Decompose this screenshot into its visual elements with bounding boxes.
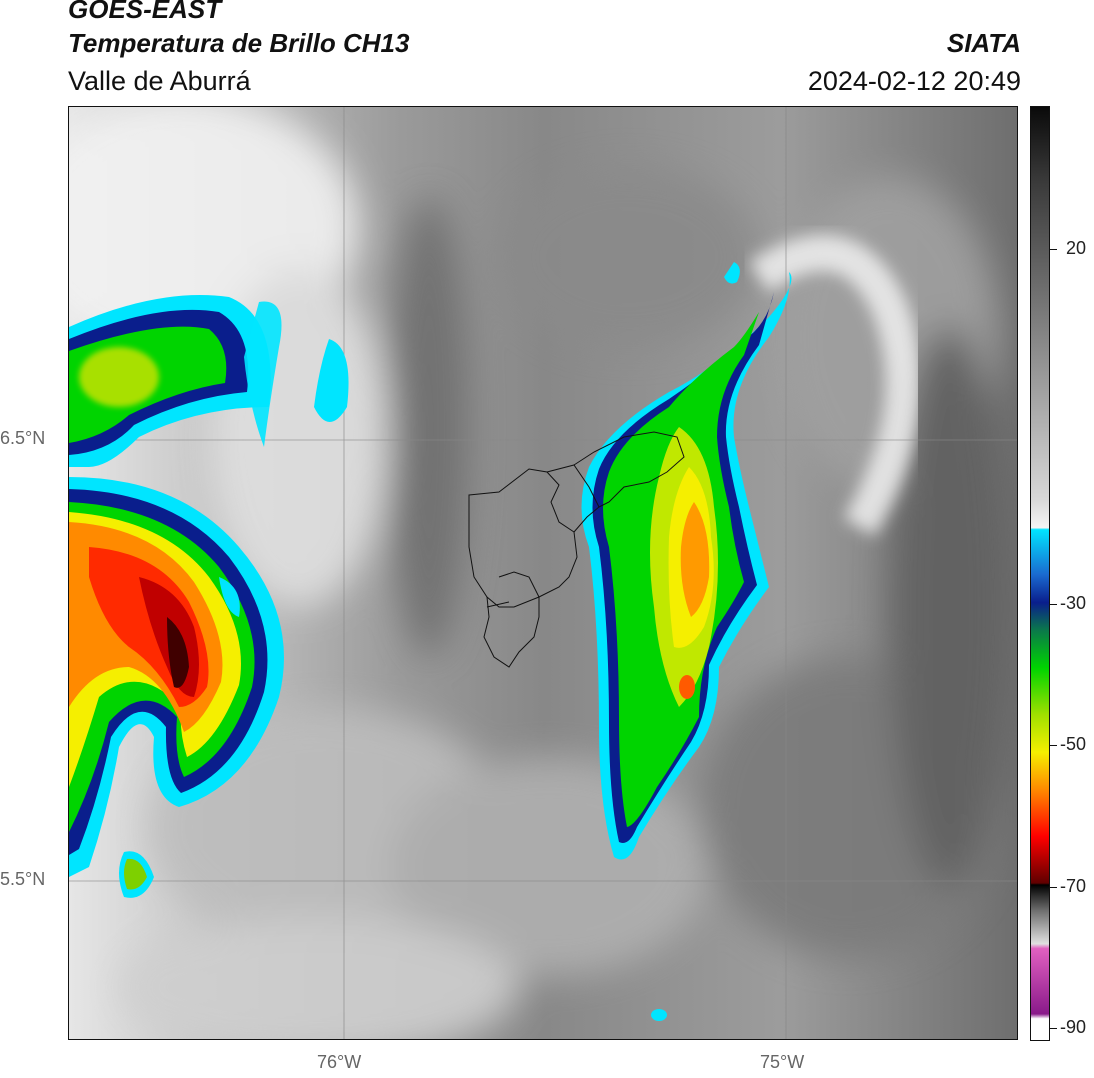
colorbar-label-minus50: -50 bbox=[1060, 734, 1087, 754]
colorbar-label-minus30: -30 bbox=[1060, 593, 1087, 613]
lon-label-75w: 75°W bbox=[760, 1052, 805, 1072]
lat-label-6-5n: 6.5°N bbox=[0, 428, 46, 448]
colorbar-tick bbox=[1050, 745, 1057, 746]
colorbar-tick bbox=[1050, 887, 1057, 888]
timestamp-label: 2024-02-12 20:49 bbox=[807, 66, 1021, 96]
region-label: Valle de Aburrá bbox=[68, 66, 251, 96]
lat-label-5-5n: 5.5°N bbox=[0, 869, 46, 889]
organization-label: SIATA bbox=[946, 28, 1021, 58]
colorbar-label-minus70: -70 bbox=[1060, 876, 1087, 896]
colorbar-tick bbox=[1050, 604, 1057, 605]
temperature-colorbar bbox=[1030, 106, 1050, 1041]
colorbar-tick bbox=[1050, 249, 1057, 250]
convective-cell-west-core bbox=[69, 477, 284, 898]
satellite-title: GOES-EAST bbox=[68, 0, 222, 24]
convective-cell-east bbox=[581, 262, 792, 1021]
colorbar-label-20: 20 bbox=[1066, 238, 1087, 258]
colorbar-label-minus90: -90 bbox=[1060, 1017, 1087, 1037]
satellite-map[interactable] bbox=[68, 106, 1018, 1040]
municipality-boundaries bbox=[468, 431, 685, 668]
convective-cell-west-upper bbox=[69, 295, 349, 467]
colorbar-tick bbox=[1050, 1028, 1057, 1029]
lon-label-76w: 76°W bbox=[317, 1052, 362, 1072]
product-title: Temperatura de Brillo CH13 bbox=[68, 28, 410, 58]
